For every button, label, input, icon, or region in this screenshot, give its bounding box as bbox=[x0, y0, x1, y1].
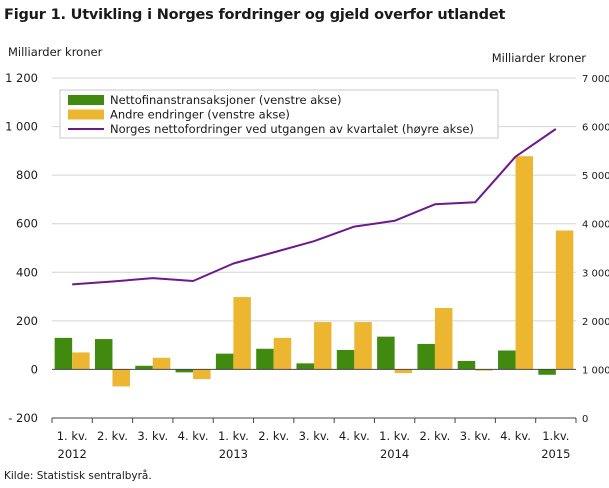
legend-swatch bbox=[68, 109, 104, 120]
x-tick-label: 1. kv. bbox=[218, 429, 249, 443]
bar-nettofinanstransaksjoner bbox=[417, 343, 435, 370]
source-note: Kilde: Statistisk sentralbyrå. bbox=[4, 470, 152, 482]
x-tick-label: 4. kv. bbox=[500, 429, 531, 443]
bar-nettofinanstransaksjoner bbox=[377, 336, 395, 370]
y-tick-label: 0 bbox=[31, 362, 38, 376]
x-tick-label: 1. kv. bbox=[57, 429, 88, 443]
y-tick-label: - 200 bbox=[8, 411, 38, 425]
x-year-label: 2014 bbox=[380, 447, 409, 461]
y2-tick-label: 5 000 bbox=[582, 171, 609, 182]
line-nettofordringer bbox=[72, 128, 557, 286]
bars bbox=[54, 156, 574, 387]
x-tick-label: 2. kv. bbox=[419, 429, 450, 443]
bar-nettofinanstransaksjoner bbox=[538, 369, 556, 375]
bar-andre-endringer bbox=[233, 297, 251, 370]
y2-tick-label: 6 000 bbox=[582, 123, 609, 134]
bar-andre-endringer bbox=[475, 369, 493, 371]
x-year-label: 2012 bbox=[58, 447, 87, 461]
line-series bbox=[72, 128, 557, 286]
x-tick-label: 3. kv. bbox=[299, 429, 330, 443]
y-axis-label-left: Milliarder kroner bbox=[8, 45, 103, 59]
bar-andre-endringer bbox=[354, 322, 372, 370]
y-tick-label: 600 bbox=[16, 217, 38, 231]
x-tick-label: 4. kv. bbox=[339, 429, 370, 443]
y2-tick-label: 4 000 bbox=[582, 220, 609, 231]
bar-andre-endringer bbox=[273, 337, 292, 370]
x-tick-label: 4. kv. bbox=[178, 429, 209, 443]
legend-box bbox=[59, 89, 499, 139]
legend-label: Norges nettofordringer ved utgangen av k… bbox=[110, 122, 474, 136]
x-tick-label: 2. kv. bbox=[97, 429, 128, 443]
bar-nettofinanstransaksjoner bbox=[256, 348, 274, 370]
bar-andre-endringer bbox=[515, 156, 534, 370]
legend: Nettofinanstransaksjoner (venstre akse)A… bbox=[59, 89, 499, 139]
bar-nettofinanstransaksjoner bbox=[336, 350, 355, 370]
bar-nettofinanstransaksjoner bbox=[94, 339, 113, 370]
x-year-label: 2015 bbox=[541, 447, 570, 461]
y-tick-label: 1 000 bbox=[5, 120, 38, 134]
bar-andre-endringer bbox=[152, 357, 171, 370]
page-title: Figur 1. Utvikling i Norges fordringer o… bbox=[4, 7, 506, 23]
x-tick-label: 1. kv. bbox=[379, 429, 410, 443]
bar-andre-endringer bbox=[193, 369, 211, 380]
y-tick-label: 200 bbox=[16, 314, 38, 328]
y2-tick-label: 2 000 bbox=[582, 317, 609, 328]
bar-andre-endringer bbox=[112, 369, 130, 387]
legend-label: Andre endringer (venstre akse) bbox=[110, 108, 290, 122]
y2-tick-label: 7 000 bbox=[582, 74, 609, 85]
axes: - 200 0 200 400 600 800 1 000 1 200 0 1 000 2 000 3… bbox=[5, 71, 609, 461]
bar-nettofinanstransaksjoner bbox=[498, 350, 516, 370]
y-tick-label: 400 bbox=[16, 265, 38, 279]
bar-nettofinanstransaksjoner bbox=[457, 360, 476, 370]
y2-tick-label: 0 bbox=[582, 414, 588, 425]
bar-andre-endringer bbox=[434, 307, 453, 370]
bar-nettofinanstransaksjoner bbox=[54, 337, 73, 370]
x-year-label: 2013 bbox=[219, 447, 248, 461]
bar-andre-endringer bbox=[314, 322, 332, 370]
bar-andre-endringer bbox=[555, 230, 574, 370]
x-tick-label: 2. kv. bbox=[258, 429, 289, 443]
x-tick-label: 3. kv. bbox=[460, 429, 491, 443]
bar-andre-endringer bbox=[394, 369, 413, 374]
legend-label: Nettofinanstransaksjoner (venstre akse) bbox=[110, 93, 341, 107]
y-axis-label-right: Milliarder kroner bbox=[492, 51, 587, 65]
legend-swatch bbox=[68, 95, 104, 105]
bar-nettofinanstransaksjoner bbox=[175, 369, 194, 373]
x-tick-label: 3. kv. bbox=[137, 429, 168, 443]
bar-nettofinanstransaksjoner bbox=[296, 363, 314, 370]
y-tick-label: 800 bbox=[16, 168, 38, 182]
bar-nettofinanstransaksjoner bbox=[215, 353, 234, 370]
bar-nettofinanstransaksjoner bbox=[135, 365, 153, 370]
y-tick-label: 1 200 bbox=[5, 71, 38, 85]
bar-andre-endringer bbox=[72, 352, 90, 370]
x-tick-label: 1.kv. bbox=[542, 429, 569, 443]
y2-tick-label: 3 000 bbox=[582, 268, 609, 279]
y2-tick-label: 1 000 bbox=[582, 365, 609, 376]
